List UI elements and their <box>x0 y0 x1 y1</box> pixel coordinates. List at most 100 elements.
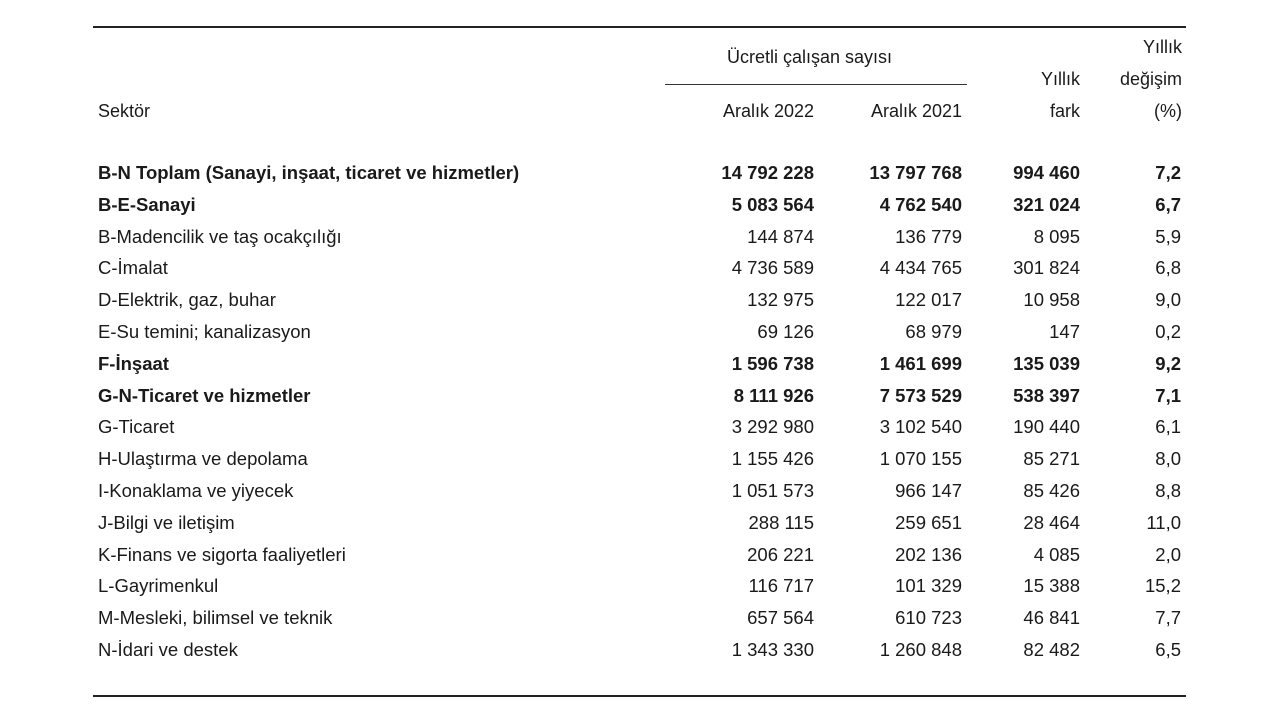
table-row: D-Elektrik, gaz, buhar 132 975 122 017 10 9… <box>93 284 1186 316</box>
value-2021-cell: 259 651 <box>895 511 962 533</box>
value-2022-cell: 14 792 228 <box>721 162 814 183</box>
annual-change-pct-cell: 9,0 <box>1155 289 1181 311</box>
annual-change-pct-cell: 9,2 <box>1155 352 1181 374</box>
annual-change-pct-cell: 7,1 <box>1155 384 1181 406</box>
table-row: H-Ulaştırma ve depolama 1 155 426 1 070 15… <box>93 443 1186 475</box>
sector-cell: E-Su temini; kanalizasyon <box>98 320 311 342</box>
table-row: J-Bilgi ve iletişim 288 115 259 651 28 464 1… <box>93 507 1186 539</box>
value-2021-cell: 101 329 <box>895 575 962 597</box>
annual-diff-cell: 301 824 <box>1013 257 1080 279</box>
annual-diff-cell: 85 271 <box>1023 448 1080 470</box>
value-2021-cell: 966 147 <box>895 479 962 501</box>
value-2022-cell: 206 221 <box>747 543 814 565</box>
sector-cell: I-Konaklama ve yiyecek <box>98 479 294 501</box>
value-2021-cell: 1 070 155 <box>879 448 962 470</box>
value-2022-cell: 8 111 926 <box>733 384 814 406</box>
sector-cell: C-İmalat <box>98 257 168 279</box>
annual-diff-cell: 538 397 <box>1013 384 1080 406</box>
value-2022-cell: 1 155 426 <box>731 448 814 470</box>
value-2022-cell: 116 717 <box>748 575 815 597</box>
annual-diff-cell: 994 460 <box>1013 162 1080 183</box>
value-2022-cell: 3 292 980 <box>731 416 814 438</box>
group-header: Ücretli çalışan sayısı <box>727 47 893 67</box>
sector-cell: D-Elektrik, gaz, buhar <box>98 289 276 311</box>
annual-change-pct-cell: 6,7 <box>1155 193 1181 215</box>
annual-change-pct-cell: 5,9 <box>1155 225 1181 247</box>
annual-diff-cell: 147 <box>1049 320 1080 342</box>
table-row: I-Konaklama ve yiyecek 1 051 573 966 147 85… <box>93 475 1186 507</box>
annual-change-pct-cell: 6,1 <box>1155 416 1181 438</box>
col-header-2021: Aralık 2021 <box>870 101 962 121</box>
fark-header-line2: fark <box>1049 101 1080 121</box>
annual-change-pct-cell: 15,2 <box>1144 575 1181 597</box>
value-2022-cell: 4 736 589 <box>731 257 814 279</box>
table-row: M-Mesleki, bilimsel ve teknik 657 564 610 … <box>93 602 1186 634</box>
value-2021-cell: 13 797 768 <box>869 162 962 183</box>
data-table: B-N Toplam (Sanayi, inşaat, ticaret ve h… <box>93 157 1186 666</box>
annual-diff-cell: 321 024 <box>1013 193 1080 215</box>
sector-cell: G-N-Ticaret ve hizmetler <box>98 384 311 406</box>
sector-cell: H-Ulaştırma ve depolama <box>98 448 308 470</box>
table-row: L-Gayrimenkul 116 717 101 329 15 388 15,2 <box>93 570 1186 602</box>
sector-cell: B-N Toplam (Sanayi, inşaat, ticaret ve h… <box>98 162 520 183</box>
table-row: E-Su temini; kanalizasyon 69 126 68 979 147… <box>93 316 1186 348</box>
sector-header: Sektör <box>98 101 151 121</box>
table-row: B-Madencilik ve taş ocakçılığı 144 874 136… <box>93 221 1186 253</box>
value-2022-cell: 1 051 573 <box>731 479 814 501</box>
value-2021-cell: 610 723 <box>895 607 962 629</box>
table-row: B-E-Sanayi 5 083 564 4 762 540 321 024 6,7 <box>93 189 1186 221</box>
sector-cell: B-E-Sanayi <box>98 193 196 215</box>
annual-diff-cell: 85 426 <box>1023 479 1080 501</box>
annual-change-pct-cell: 8,8 <box>1155 479 1181 501</box>
pct-header-line3: (%) <box>1154 101 1182 121</box>
annual-change-pct-cell: 7,7 <box>1155 607 1181 629</box>
table-row: B-N Toplam (Sanayi, inşaat, ticaret ve h… <box>93 157 1186 189</box>
annual-diff-cell: 135 039 <box>1013 352 1080 374</box>
annual-diff-cell: 28 464 <box>1023 511 1080 533</box>
annual-change-pct-cell: 6,5 <box>1155 638 1181 660</box>
bottom-rule <box>93 695 1186 697</box>
sector-cell: J-Bilgi ve iletişim <box>98 511 235 533</box>
value-2022-cell: 69 126 <box>757 320 814 342</box>
annual-diff-cell: 82 482 <box>1023 638 1080 660</box>
sector-cell: K-Finans ve sigorta faaliyetleri <box>98 543 346 565</box>
pct-header-line2: değişim <box>1119 69 1182 89</box>
annual-diff-cell: 190 440 <box>1013 416 1080 438</box>
value-2021-cell: 1 260 848 <box>879 638 962 660</box>
value-2021-cell: 7 573 529 <box>879 384 962 406</box>
annual-change-pct-cell: 6,8 <box>1155 257 1181 279</box>
annual-diff-cell: 46 841 <box>1023 607 1080 629</box>
group-header-rule <box>665 84 967 85</box>
value-2022-cell: 1 596 738 <box>731 352 814 374</box>
annual-diff-cell: 15 388 <box>1023 575 1080 597</box>
fark-header-line1: Yıllık <box>1040 69 1080 89</box>
value-2021-cell: 136 779 <box>895 225 962 247</box>
annual-diff-cell: 10 958 <box>1023 289 1080 311</box>
table-row: G-Ticaret 3 292 980 3 102 540 190 440 6,1 <box>93 411 1186 443</box>
pct-header-line1: Yıllık <box>1142 37 1182 57</box>
value-2021-cell: 202 136 <box>895 543 962 565</box>
sector-cell: L-Gayrimenkul <box>98 575 219 597</box>
sector-cell: N-İdari ve destek <box>98 638 238 660</box>
value-2022-cell: 1 343 330 <box>731 638 814 660</box>
value-2022-cell: 5 083 564 <box>731 193 814 215</box>
table-row: G-N-Ticaret ve hizmetler 8 111 926 7 573 5… <box>93 380 1186 412</box>
annual-diff-cell: 4 085 <box>1033 543 1080 565</box>
annual-change-pct-cell: 7,2 <box>1155 162 1181 183</box>
sector-cell: M-Mesleki, bilimsel ve teknik <box>98 607 333 629</box>
annual-change-pct-cell: 0,2 <box>1155 320 1181 342</box>
table-row: C-İmalat 4 736 589 4 434 765 301 824 6,8 <box>93 252 1186 284</box>
col-header-2022: Aralık 2022 <box>722 101 814 121</box>
table-row: K-Finans ve sigorta faaliyetleri 206 221 2… <box>93 539 1186 571</box>
sector-cell: B-Madencilik ve taş ocakçılığı <box>98 225 342 247</box>
top-rule <box>93 26 1186 28</box>
value-2022-cell: 132 975 <box>747 289 814 311</box>
value-2021-cell: 1 461 699 <box>879 352 962 374</box>
value-2021-cell: 4 434 765 <box>879 257 962 279</box>
table-row: F-İnşaat 1 596 738 1 461 699 135 039 9,2 <box>93 348 1186 380</box>
annual-change-pct-cell: 8,0 <box>1155 448 1181 470</box>
value-2022-cell: 657 564 <box>747 607 814 629</box>
annual-diff-cell: 8 095 <box>1033 225 1080 247</box>
value-2021-cell: 122 017 <box>895 289 962 311</box>
value-2021-cell: 68 979 <box>905 320 962 342</box>
